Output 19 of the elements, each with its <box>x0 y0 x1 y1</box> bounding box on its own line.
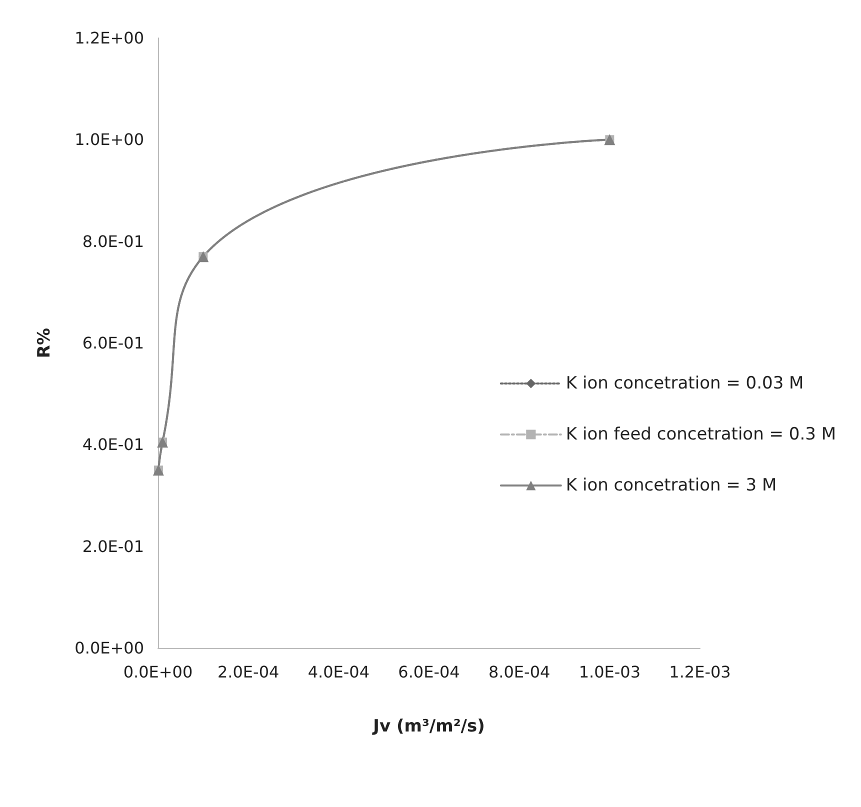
x-axis-title: Jv (m³/m²/s) <box>372 716 485 736</box>
legend-label: K ion concetration = 3 M <box>566 476 777 496</box>
y-tick-label: 2.0E-01 <box>82 536 144 556</box>
x-tick-label: 4.0E-04 <box>308 662 370 682</box>
x-tick-label: 0.0E+00 <box>123 662 193 682</box>
x-tick-label: 1.2E-03 <box>669 662 731 682</box>
legend-label: K ion feed concetration = 0.3 M <box>566 424 836 444</box>
y-axis-title: R% <box>34 328 54 358</box>
legend-label: K ion concetration = 0.03 M <box>566 374 804 394</box>
y-tick-label: 6.0E-01 <box>82 334 144 352</box>
y-tick-label: 0.0E+00 <box>74 638 144 658</box>
y-tick-label: 4.0E-01 <box>82 435 144 454</box>
x-tick-label: 2.0E-04 <box>217 662 280 682</box>
y-tick-label: 1.0E+00 <box>74 130 144 150</box>
y-tick-label: 1.2E+00 <box>74 28 144 48</box>
x-tick-label: 6.0E-04 <box>398 662 460 682</box>
x-tick-label: 1.0E-03 <box>578 662 641 682</box>
y-tick-label: 8.0E-01 <box>82 232 144 251</box>
x-tick-label: 8.0E-04 <box>488 662 550 682</box>
